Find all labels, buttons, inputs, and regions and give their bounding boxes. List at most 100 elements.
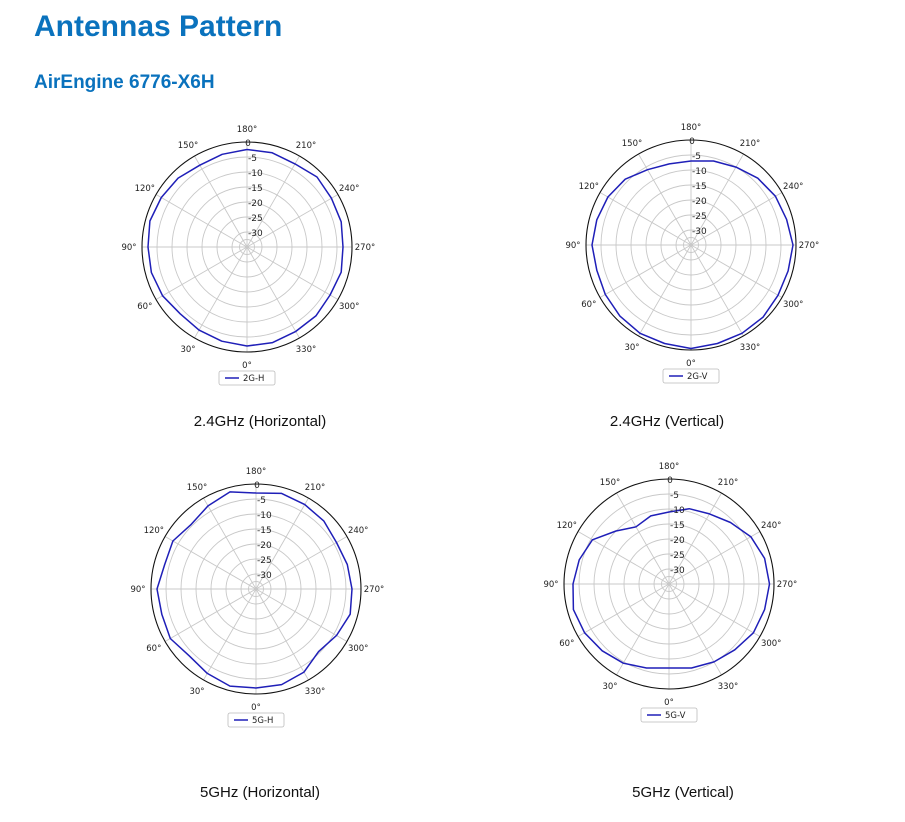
radial-tick-label: -25: [248, 214, 263, 224]
grid-spoke: [155, 194, 248, 248]
model-title: AirEngine 6776-X6H: [34, 72, 215, 93]
grid-spoke: [246, 246, 339, 300]
angle-tick-label: 30°: [180, 345, 195, 355]
angle-tick-label: 210°: [740, 139, 760, 149]
grid-spoke: [616, 492, 670, 585]
grid-spoke: [246, 194, 339, 248]
angle-tick-label: 180°: [681, 123, 701, 133]
angle-tick-label: 30°: [189, 687, 204, 697]
grid-spoke: [690, 244, 744, 337]
angle-tick-label: 60°: [581, 300, 596, 310]
series-line-2g-v: [591, 160, 794, 350]
radial-tick-label: -30: [670, 566, 685, 576]
angle-tick-label: 300°: [339, 302, 359, 312]
radial-tick-label: 0: [254, 481, 260, 491]
chart-caption-5g-v: 5GHz (Vertical): [632, 784, 734, 801]
polar-plot-svg: 0° 30° 60° 90° 120° 150° 180° 210° 240° 270° 300° 3…: [543, 462, 797, 723]
grid-spoke: [164, 536, 257, 590]
legend-box: [662, 368, 720, 384]
grid-spoke: [155, 246, 248, 300]
radial-tick-label: -20: [670, 536, 685, 546]
angle-tick-label: 240°: [761, 521, 781, 531]
page-title: Antennas Pattern: [34, 10, 283, 43]
angle-tick-label: 180°: [659, 462, 679, 472]
radial-tick-label: -10: [248, 169, 263, 179]
radial-tick-label: -25: [692, 212, 707, 222]
legend-label: 5G-V: [665, 711, 686, 721]
angle-tick-label: 270°: [799, 241, 819, 251]
grid-spoke: [203, 497, 257, 590]
outer-axis-circle: [585, 139, 797, 351]
grid-spoke: [255, 588, 348, 642]
polar-plot-svg: 0° 30° 60° 90° 120° 150° 180° 210° 240° 270° 300° 3…: [130, 467, 384, 728]
angle-tick-label: 330°: [305, 687, 325, 697]
legend-label: 2G-H: [243, 374, 264, 384]
angle-tick-label: 330°: [740, 343, 760, 353]
angle-tick-label: 240°: [339, 184, 359, 194]
grid-spoke: [599, 244, 692, 298]
angle-tick-label: 270°: [364, 585, 384, 595]
angle-tick-label: 90°: [121, 243, 136, 253]
legend-box: [640, 707, 698, 723]
outer-axis-circle: [563, 478, 775, 690]
angle-tick-label: 90°: [565, 241, 580, 251]
polar-chart-2g-v: 0° 30° 60° 90° 120° 150° 180° 210° 240° 270° 300° 3…: [557, 116, 825, 401]
series-line-2g-h: [147, 148, 344, 347]
outer-axis-circle: [141, 141, 353, 353]
legend-label: 2G-V: [687, 372, 708, 382]
radial-tick-label: -30: [248, 229, 263, 239]
angle-tick-label: 270°: [355, 243, 375, 253]
angle-tick-label: 300°: [783, 300, 803, 310]
radial-tick-label: -15: [248, 184, 263, 194]
grid-spoke: [255, 497, 309, 590]
angle-tick-label: 60°: [146, 644, 161, 654]
angle-tick-label: 0°: [686, 359, 696, 369]
radial-tick-label: -5: [692, 152, 701, 162]
grid-spoke: [668, 492, 722, 585]
grid-spoke: [255, 536, 348, 590]
radial-tick-label: -15: [670, 521, 685, 531]
grid-spoke: [255, 588, 309, 681]
angle-tick-label: 330°: [296, 345, 316, 355]
grid-spoke: [164, 588, 257, 642]
grid-spoke: [203, 588, 257, 681]
angle-tick-label: 240°: [348, 526, 368, 536]
polar-plot-svg: 0° 30° 60° 90° 120° 150° 180° 210° 240° 270° 300° 3…: [565, 123, 819, 384]
grid-spoke: [690, 192, 783, 246]
chart-caption-2g-h: 2.4GHz (Horizontal): [193, 413, 327, 430]
angle-tick-label: 120°: [144, 526, 164, 536]
angle-tick-label: 150°: [178, 141, 198, 151]
angle-tick-label: 0°: [251, 703, 261, 713]
angle-tick-label: 180°: [246, 467, 266, 477]
angle-tick-label: 0°: [664, 698, 674, 708]
polar-chart-2g-h: 0° 30° 60° 90° 120° 150° 180° 210° 240° 270° 300° 3…: [113, 118, 381, 403]
radial-tick-label: -15: [257, 526, 272, 536]
radial-tick-label: -25: [670, 551, 685, 561]
angle-tick-label: 210°: [718, 478, 738, 488]
radial-tick-label: -5: [670, 491, 679, 501]
angle-tick-label: 120°: [135, 184, 155, 194]
radial-tick-label: -5: [248, 154, 257, 164]
angle-tick-label: 330°: [718, 682, 738, 692]
grid-spoke: [577, 583, 670, 637]
polar-plot-svg: 0° 30° 60° 90° 120° 150° 180° 210° 240° 270° 300° 3…: [121, 125, 375, 386]
series-line-5g-v: [572, 507, 771, 669]
grid-spoke: [668, 583, 761, 637]
radial-tick-label: -30: [692, 227, 707, 237]
angle-tick-label: 120°: [579, 182, 599, 192]
legend-label: 5G-H: [252, 716, 273, 726]
grid-spoke: [194, 246, 248, 339]
radial-tick-label: -15: [692, 182, 707, 192]
radial-tick-label: -10: [692, 167, 707, 177]
grid-spoke: [690, 244, 783, 298]
legend-box: [227, 712, 285, 728]
grid-spoke: [616, 583, 670, 676]
radial-tick-label: -25: [257, 556, 272, 566]
radial-tick-label: -20: [692, 197, 707, 207]
radial-tick-label: 0: [245, 139, 251, 149]
angle-tick-label: 150°: [187, 483, 207, 493]
angle-tick-label: 90°: [130, 585, 145, 595]
radial-tick-label: -5: [257, 496, 266, 506]
angle-tick-label: 30°: [602, 682, 617, 692]
radial-tick-label: -20: [257, 541, 272, 551]
